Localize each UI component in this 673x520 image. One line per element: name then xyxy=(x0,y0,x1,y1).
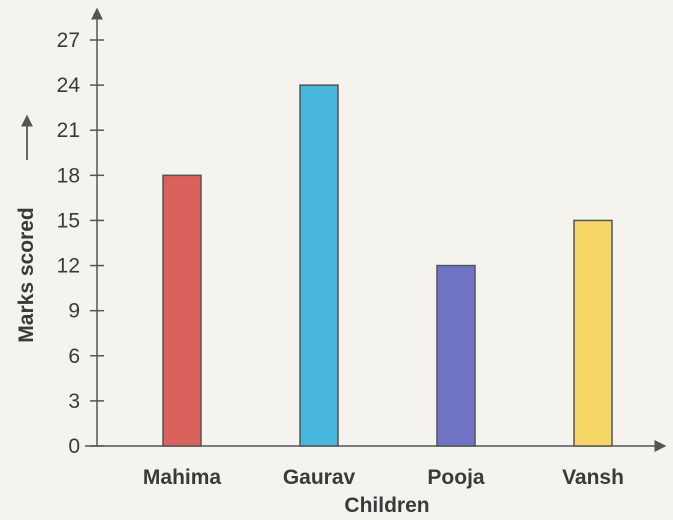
x-axis-title: Children xyxy=(344,494,429,517)
y-axis-title: Marks scored xyxy=(15,207,38,342)
x-labels: Mahima Gaurav Pooja Vansh xyxy=(143,466,624,489)
y-axis-title-group: Marks scored xyxy=(15,207,38,342)
y-tick-label: 0 xyxy=(68,435,80,458)
bars xyxy=(162,84,613,447)
y-tick-label: 12 xyxy=(57,255,80,278)
y-tick-label: 24 xyxy=(57,74,81,97)
x-tick-label: Pooja xyxy=(427,466,484,489)
y-tick-label: 21 xyxy=(57,119,80,142)
y-tick-label: 27 xyxy=(57,29,80,52)
y-tick-label: 3 xyxy=(68,390,80,413)
bar-pooja xyxy=(436,264,476,447)
bar-vansh xyxy=(573,219,613,447)
bar-gaurav xyxy=(299,84,339,447)
x-tick-label: Mahima xyxy=(143,466,222,489)
y-ticks: 0 3 6 9 12 15 18 21 24 27 xyxy=(57,29,104,458)
y-tick-label: 15 xyxy=(57,209,80,232)
y-tick-label: 6 xyxy=(68,345,80,368)
x-tick-label: Gaurav xyxy=(283,466,356,489)
y-tick-label: 18 xyxy=(57,164,80,187)
y-tick-label: 9 xyxy=(68,300,80,323)
bar-mahima xyxy=(162,174,202,447)
x-tick-label: Vansh xyxy=(562,466,624,489)
